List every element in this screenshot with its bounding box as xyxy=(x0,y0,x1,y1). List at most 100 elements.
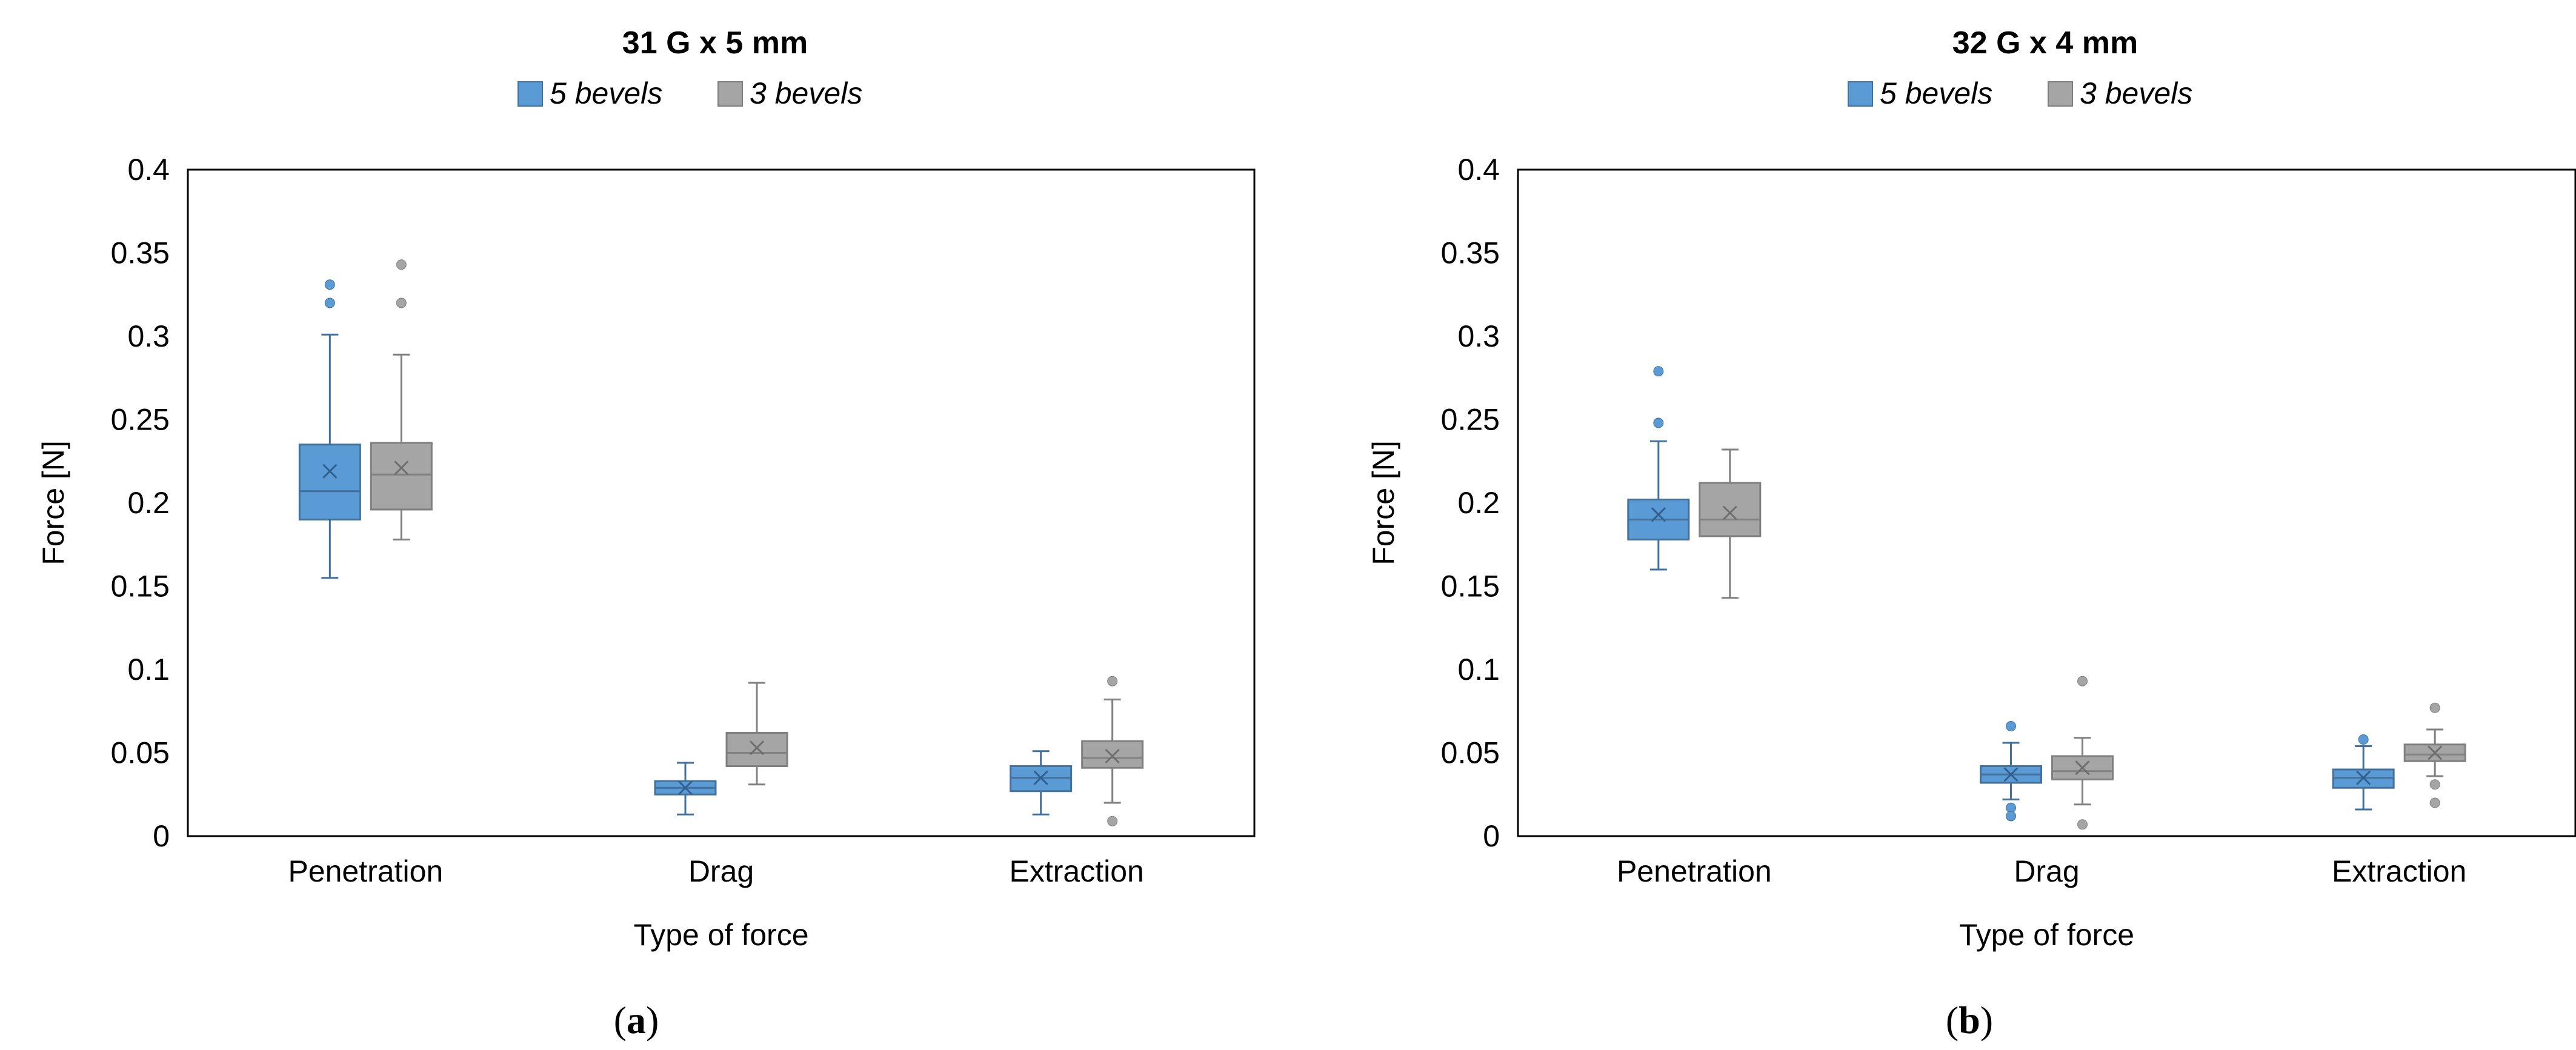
x-tick-label-a-2: Extraction xyxy=(1010,854,1144,888)
box-body xyxy=(1699,482,1762,537)
plot-frame-b xyxy=(1517,168,2576,837)
chart-panel-a: 31 G x 5 mm 5 bevels 3 bevels 0 0.05 0.1 0.15 0… xyxy=(36,25,1256,952)
legend-swatch-b-1 xyxy=(2048,81,2073,107)
outlier-point-2 xyxy=(2429,797,2440,808)
outlier-point-0 xyxy=(396,297,407,308)
y-tick-label-b-5: 0.25 xyxy=(1441,403,1500,437)
outlier-point-0 xyxy=(2077,676,2088,686)
box-b-s0-c0 xyxy=(1627,366,1690,571)
x-tick-label-a-0: Penetration xyxy=(288,854,443,888)
legend-label-b-1: 3 bevels xyxy=(2080,76,2192,110)
legend-item-b-0: 5 bevels xyxy=(1848,76,1992,110)
legend-swatch-a-0 xyxy=(518,81,543,107)
outlier-point-0 xyxy=(1653,417,1664,428)
outlier-point-2 xyxy=(2006,811,2016,822)
subfigure-label-a-letter: a xyxy=(627,998,646,1042)
legend-item-a-0: 5 bevels xyxy=(518,76,662,110)
box-a-s1-c0 xyxy=(370,259,433,540)
mean-marker xyxy=(677,780,693,796)
y-tick-label-b-3: 0.15 xyxy=(1441,570,1500,603)
mean-marker xyxy=(1033,770,1048,785)
y-tick-label-a-4: 0.2 xyxy=(127,486,170,520)
legend-a: 5 bevels 3 bevels xyxy=(518,76,862,110)
y-tick-label-a-2: 0.1 xyxy=(127,653,170,686)
x-tick-label-b-1: Drag xyxy=(2014,854,2079,888)
box-a-s1-c1 xyxy=(725,682,788,786)
y-tick-label-a-7: 0.35 xyxy=(111,236,170,270)
y-tick-label-b-8: 0.4 xyxy=(1457,153,1500,187)
outlier-point-1 xyxy=(324,279,335,290)
subfigure-label-a: (a) xyxy=(614,998,659,1042)
mean-marker xyxy=(1651,507,1666,522)
y-tick-label-b-7: 0.35 xyxy=(1441,236,1500,270)
box-b-s0-c2 xyxy=(2332,734,2395,811)
legend-b: 5 bevels 3 bevels xyxy=(1848,76,2192,110)
outlier-point-1 xyxy=(1653,366,1664,377)
box-a-s0-c2 xyxy=(1010,750,1073,816)
mean-marker xyxy=(322,464,338,479)
box-a-s0-c0 xyxy=(298,279,361,579)
legend-label-a-0: 5 bevels xyxy=(550,76,662,110)
box-body xyxy=(1081,740,1144,769)
outlier-point-0 xyxy=(324,297,335,308)
y-tick-label-a-0: 0 xyxy=(153,819,170,853)
box-b-s1-c2 xyxy=(2403,702,2466,808)
mean-marker xyxy=(2003,767,2019,782)
legend-label-b-0: 5 bevels xyxy=(1880,76,1992,110)
mean-marker xyxy=(1105,748,1120,764)
x-axis-label-b: Type of force xyxy=(1959,918,2134,952)
y-tick-label-b-6: 0.3 xyxy=(1457,319,1500,353)
box-b-s1-c0 xyxy=(1699,448,1762,599)
mean-marker xyxy=(1722,505,1737,520)
outlier-point-0 xyxy=(1107,676,1118,686)
subfigure-label-b: (b) xyxy=(1946,998,1993,1042)
mean-marker xyxy=(394,460,409,476)
chart-panel-b: 32 G x 4 mm 5 bevels 3 bevels 0 0.05 0.1 0.15 0… xyxy=(1366,25,2576,952)
x-axis-label-a: Type of force xyxy=(633,918,808,952)
outlier-point-1 xyxy=(396,259,407,270)
subfigure-label-b-letter: b xyxy=(1959,998,1980,1042)
box-body xyxy=(298,444,361,520)
box-body xyxy=(725,732,788,767)
mean-marker xyxy=(2428,745,2443,760)
box-a-s1-c2 xyxy=(1081,676,1144,826)
y-tick-label-b-2: 0.1 xyxy=(1457,653,1500,686)
x-tick-label-b-2: Extraction xyxy=(2332,854,2466,888)
legend-swatch-b-0 xyxy=(1848,81,1873,107)
y-tick-label-a-3: 0.15 xyxy=(111,570,170,603)
x-tick-label-b-0: Penetration xyxy=(1617,854,1772,888)
chart-title-b: 32 G x 4 mm xyxy=(1952,25,2138,61)
outlier-point-1 xyxy=(2077,819,2088,830)
subfigure-label-b-close: ) xyxy=(1980,998,1993,1042)
legend-label-a-1: 3 bevels xyxy=(750,76,862,110)
outlier-point-0 xyxy=(2429,702,2440,713)
box-a-s0-c1 xyxy=(654,762,717,816)
outlier-point-0 xyxy=(2006,721,2016,731)
mean-marker xyxy=(2075,760,2090,776)
y-tick-label-a-6: 0.3 xyxy=(127,319,170,353)
subfigure-label-a-close: ) xyxy=(646,998,659,1042)
y-tick-label-b-1: 0.05 xyxy=(1441,736,1500,770)
y-tick-label-a-5: 0.25 xyxy=(111,403,170,437)
legend-item-b-1: 3 bevels xyxy=(2048,76,2192,110)
y-tick-label-a-8: 0.4 xyxy=(127,153,170,187)
y-axis-label-b: Force [N] xyxy=(1366,440,1400,565)
chart-title-a: 31 G x 5 mm xyxy=(622,25,808,61)
mean-marker xyxy=(749,740,765,756)
plot-frame-a xyxy=(187,168,1256,837)
subfigure-label-a-open: ( xyxy=(614,998,627,1042)
y-axis-label-a: Force [N] xyxy=(36,440,70,565)
outlier-point-1 xyxy=(1107,816,1118,826)
box-b-s0-c1 xyxy=(1980,721,2042,822)
y-tick-label-b-0: 0 xyxy=(1483,819,1500,853)
y-tick-label-a-1: 0.05 xyxy=(111,736,170,770)
y-tick-label-b-4: 0.2 xyxy=(1457,486,1500,520)
legend-item-a-1: 3 bevels xyxy=(717,76,862,110)
outlier-point-0 xyxy=(2358,734,2369,745)
box-b-s1-c1 xyxy=(2051,676,2114,830)
subfigure-label-b-open: ( xyxy=(1946,998,1959,1042)
box-body xyxy=(370,442,433,511)
outlier-point-1 xyxy=(2429,779,2440,790)
mean-marker xyxy=(2356,770,2371,785)
